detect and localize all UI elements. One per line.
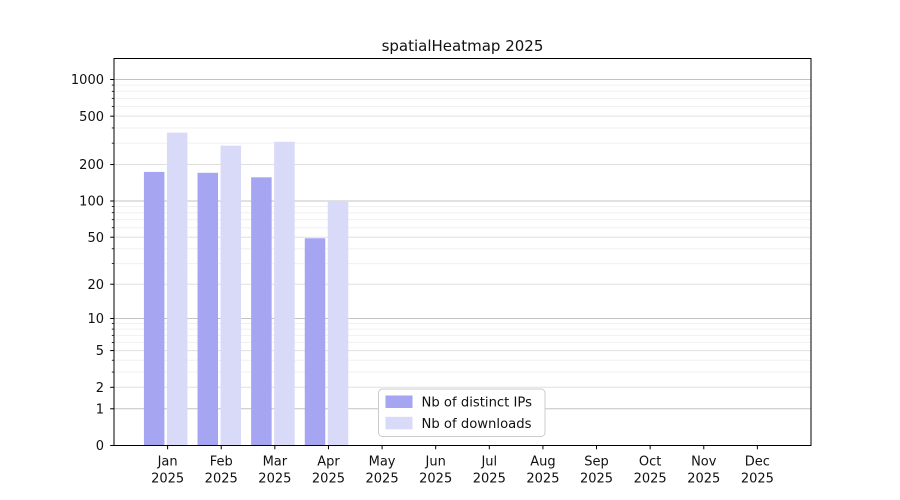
- plot-border: [113, 58, 812, 446]
- x-tick-label-year-jan: 2025: [151, 472, 184, 487]
- bar-downloads-apr: [327, 201, 349, 446]
- x-tick-label-month-aug: Aug: [530, 455, 555, 470]
- y-tick-label-20: 20: [87, 278, 104, 293]
- x-tick-label-month-may: May: [369, 455, 396, 470]
- axis-labels: 0 1 2 5 10 20 50 100 200 500 1000 Jan 2025 Feb 2025 Mar…: [71, 73, 774, 486]
- x-tick-label-month-oct: Oct: [639, 455, 661, 470]
- x-tick-label-year-feb: 2025: [205, 472, 238, 487]
- y-tick-label-1: 1: [96, 402, 104, 417]
- legend-swatch-distinct-ips: [385, 395, 413, 408]
- x-tick-label-month-feb: Feb: [210, 455, 233, 470]
- legend-label-distinct-ips: Nb of distinct IPs: [422, 396, 533, 411]
- x-tick-label-month-jan: Jan: [157, 455, 178, 470]
- y-tick-label-500: 500: [79, 110, 104, 125]
- x-tick-label-month-apr: Apr: [317, 455, 340, 470]
- bar-distinct-ips-apr: [304, 238, 326, 446]
- bar-distinct-ips-jan: [143, 171, 165, 446]
- x-tick-label-year-sep: 2025: [580, 472, 613, 487]
- y-tick-label-10: 10: [87, 312, 104, 327]
- bar-downloads-feb: [220, 145, 242, 446]
- axis-ticks: [110, 79, 758, 450]
- x-tick-label-year-dec: 2025: [741, 472, 774, 487]
- y-tick-label-2: 2: [96, 381, 104, 396]
- bars: [143, 132, 349, 446]
- x-tick-label-month-dec: Dec: [745, 455, 770, 470]
- y-tick-label-100: 100: [79, 195, 104, 210]
- x-tick-label-year-apr: 2025: [312, 472, 345, 487]
- legend-box: [378, 388, 546, 437]
- x-tick-label-month-jul: Jul: [480, 455, 497, 470]
- gridlines: [114, 79, 811, 410]
- y-tick-label-0: 0: [96, 439, 104, 454]
- x-tick-label-year-oct: 2025: [634, 472, 667, 487]
- bar-distinct-ips-feb: [197, 172, 219, 446]
- x-tick-label-year-nov: 2025: [687, 472, 720, 487]
- x-tick-label-month-jun: Jun: [425, 455, 446, 470]
- legend-swatch-downloads: [385, 416, 413, 430]
- chart-title: spatialHeatmap 2025: [382, 37, 544, 55]
- x-tick-label-year-jul: 2025: [473, 472, 506, 487]
- x-tick-label-month-nov: Nov: [691, 455, 717, 470]
- x-tick-label-year-mar: 2025: [258, 472, 291, 487]
- y-tick-label-50: 50: [87, 231, 104, 246]
- bar-downloads-mar: [274, 141, 295, 446]
- bar-distinct-ips-mar: [251, 177, 272, 446]
- x-tick-label-year-aug: 2025: [526, 472, 559, 487]
- y-tick-label-5: 5: [96, 344, 104, 359]
- bar-downloads-jan: [166, 132, 188, 446]
- x-tick-label-month-mar: Mar: [263, 455, 288, 470]
- legend: Nb of distinct IPs Nb of downloads: [378, 388, 546, 437]
- y-tick-label-200: 200: [79, 158, 104, 173]
- y-tick-label-1000: 1000: [71, 73, 104, 88]
- x-tick-label-year-may: 2025: [366, 472, 399, 487]
- legend-label-downloads: Nb of downloads: [422, 417, 532, 432]
- x-tick-label-month-sep: Sep: [584, 455, 609, 470]
- x-tick-label-year-jun: 2025: [419, 472, 452, 487]
